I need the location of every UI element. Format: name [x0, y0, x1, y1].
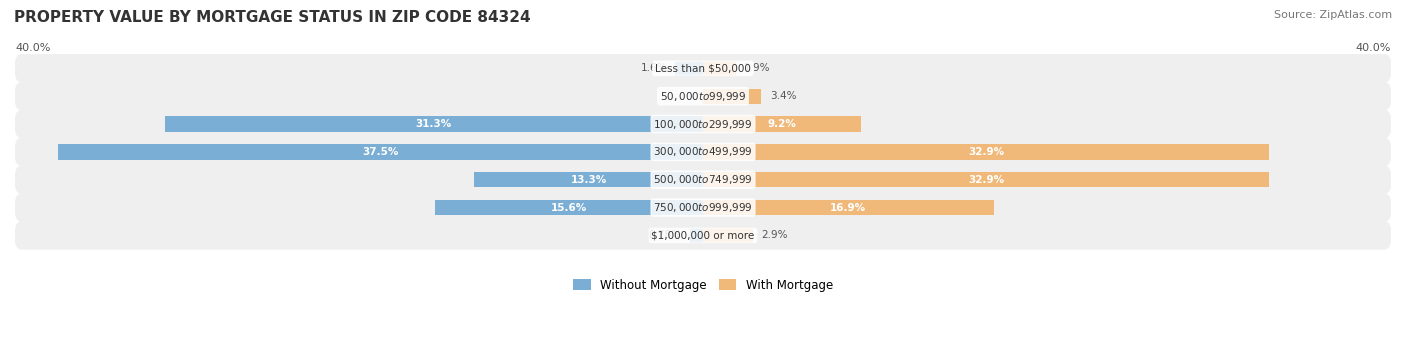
Text: $100,000 to $299,999: $100,000 to $299,999 [654, 118, 752, 131]
Text: 2.9%: 2.9% [762, 231, 787, 240]
Text: 40.0%: 40.0% [1355, 43, 1391, 53]
Bar [474, 172, 703, 187]
Bar [703, 116, 862, 132]
Text: $500,000 to $749,999: $500,000 to $749,999 [654, 173, 752, 186]
Text: 32.9%: 32.9% [967, 175, 1004, 185]
FancyBboxPatch shape [15, 54, 1391, 83]
Bar [703, 228, 752, 243]
FancyBboxPatch shape [15, 193, 1391, 222]
FancyBboxPatch shape [15, 138, 1391, 166]
Bar [703, 144, 1268, 159]
Text: 1.6%: 1.6% [640, 63, 666, 73]
Bar [703, 172, 1268, 187]
Text: 1.9%: 1.9% [744, 63, 770, 73]
FancyBboxPatch shape [15, 221, 1391, 250]
Text: 13.3%: 13.3% [571, 175, 607, 185]
FancyBboxPatch shape [15, 82, 1391, 110]
Text: PROPERTY VALUE BY MORTGAGE STATUS IN ZIP CODE 84324: PROPERTY VALUE BY MORTGAGE STATUS IN ZIP… [14, 10, 530, 25]
Legend: Without Mortgage, With Mortgage: Without Mortgage, With Mortgage [568, 274, 838, 296]
Bar [703, 200, 994, 215]
Text: 15.6%: 15.6% [551, 203, 586, 212]
Bar [675, 61, 703, 76]
FancyBboxPatch shape [15, 166, 1391, 194]
Text: 40.0%: 40.0% [15, 43, 51, 53]
FancyBboxPatch shape [15, 110, 1391, 138]
Text: $300,000 to $499,999: $300,000 to $499,999 [654, 146, 752, 158]
Text: $50,000 to $99,999: $50,000 to $99,999 [659, 90, 747, 103]
Bar [689, 228, 703, 243]
Text: Source: ZipAtlas.com: Source: ZipAtlas.com [1274, 10, 1392, 20]
Bar [703, 88, 762, 104]
Text: 31.3%: 31.3% [416, 119, 451, 129]
Bar [58, 144, 703, 159]
Text: 3.4%: 3.4% [770, 91, 797, 101]
Text: 16.9%: 16.9% [831, 203, 866, 212]
Bar [703, 61, 735, 76]
Text: 32.9%: 32.9% [967, 147, 1004, 157]
Bar [165, 116, 703, 132]
Bar [434, 200, 703, 215]
Text: $1,000,000 or more: $1,000,000 or more [651, 231, 755, 240]
Text: Less than $50,000: Less than $50,000 [655, 63, 751, 73]
Text: 0.78%: 0.78% [648, 231, 681, 240]
Text: 37.5%: 37.5% [363, 147, 399, 157]
Text: 9.2%: 9.2% [768, 119, 797, 129]
Text: $750,000 to $999,999: $750,000 to $999,999 [654, 201, 752, 214]
